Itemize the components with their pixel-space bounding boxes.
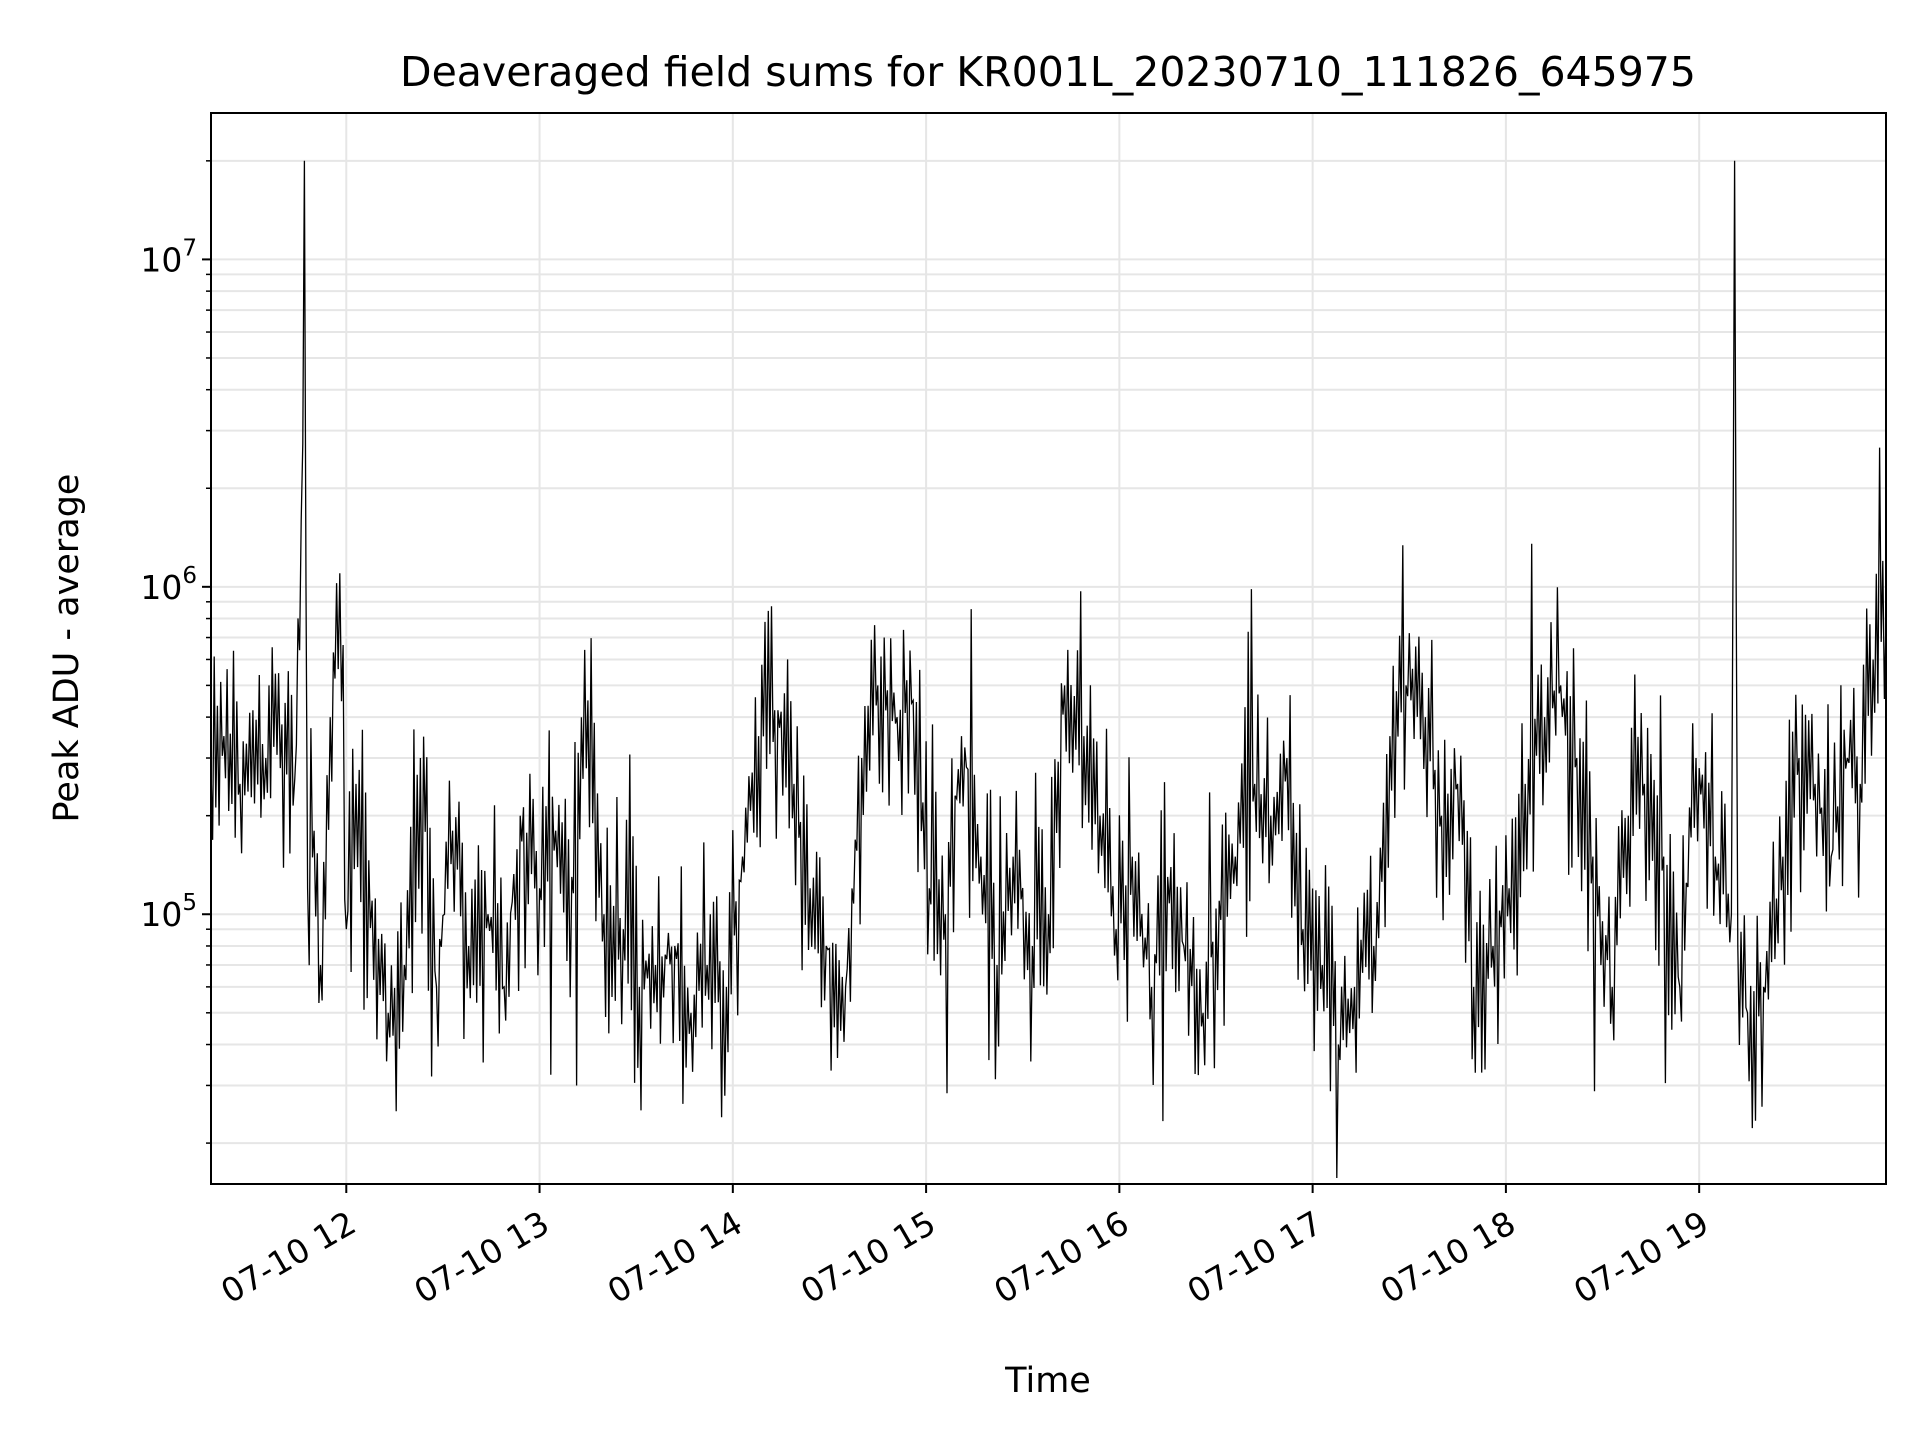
- data-series: [210, 160, 1887, 1179]
- y-axis-label: Peak ADU - average: [47, 474, 87, 823]
- x-axis-label: Time: [1004, 1361, 1091, 1401]
- grid-lines: [211, 113, 1886, 1184]
- chart-title: Deaveraged field sums for KR001L_2023071…: [400, 48, 1696, 96]
- plot-area-frame: [210, 112, 1887, 1185]
- y-tick-label: 107: [140, 235, 197, 279]
- series-line: [210, 160, 1887, 1179]
- y-tick-label: 106: [140, 563, 197, 607]
- y-axis-ticks: 105 106 107: [140, 160, 211, 1144]
- y-tick-label: 105: [140, 890, 197, 934]
